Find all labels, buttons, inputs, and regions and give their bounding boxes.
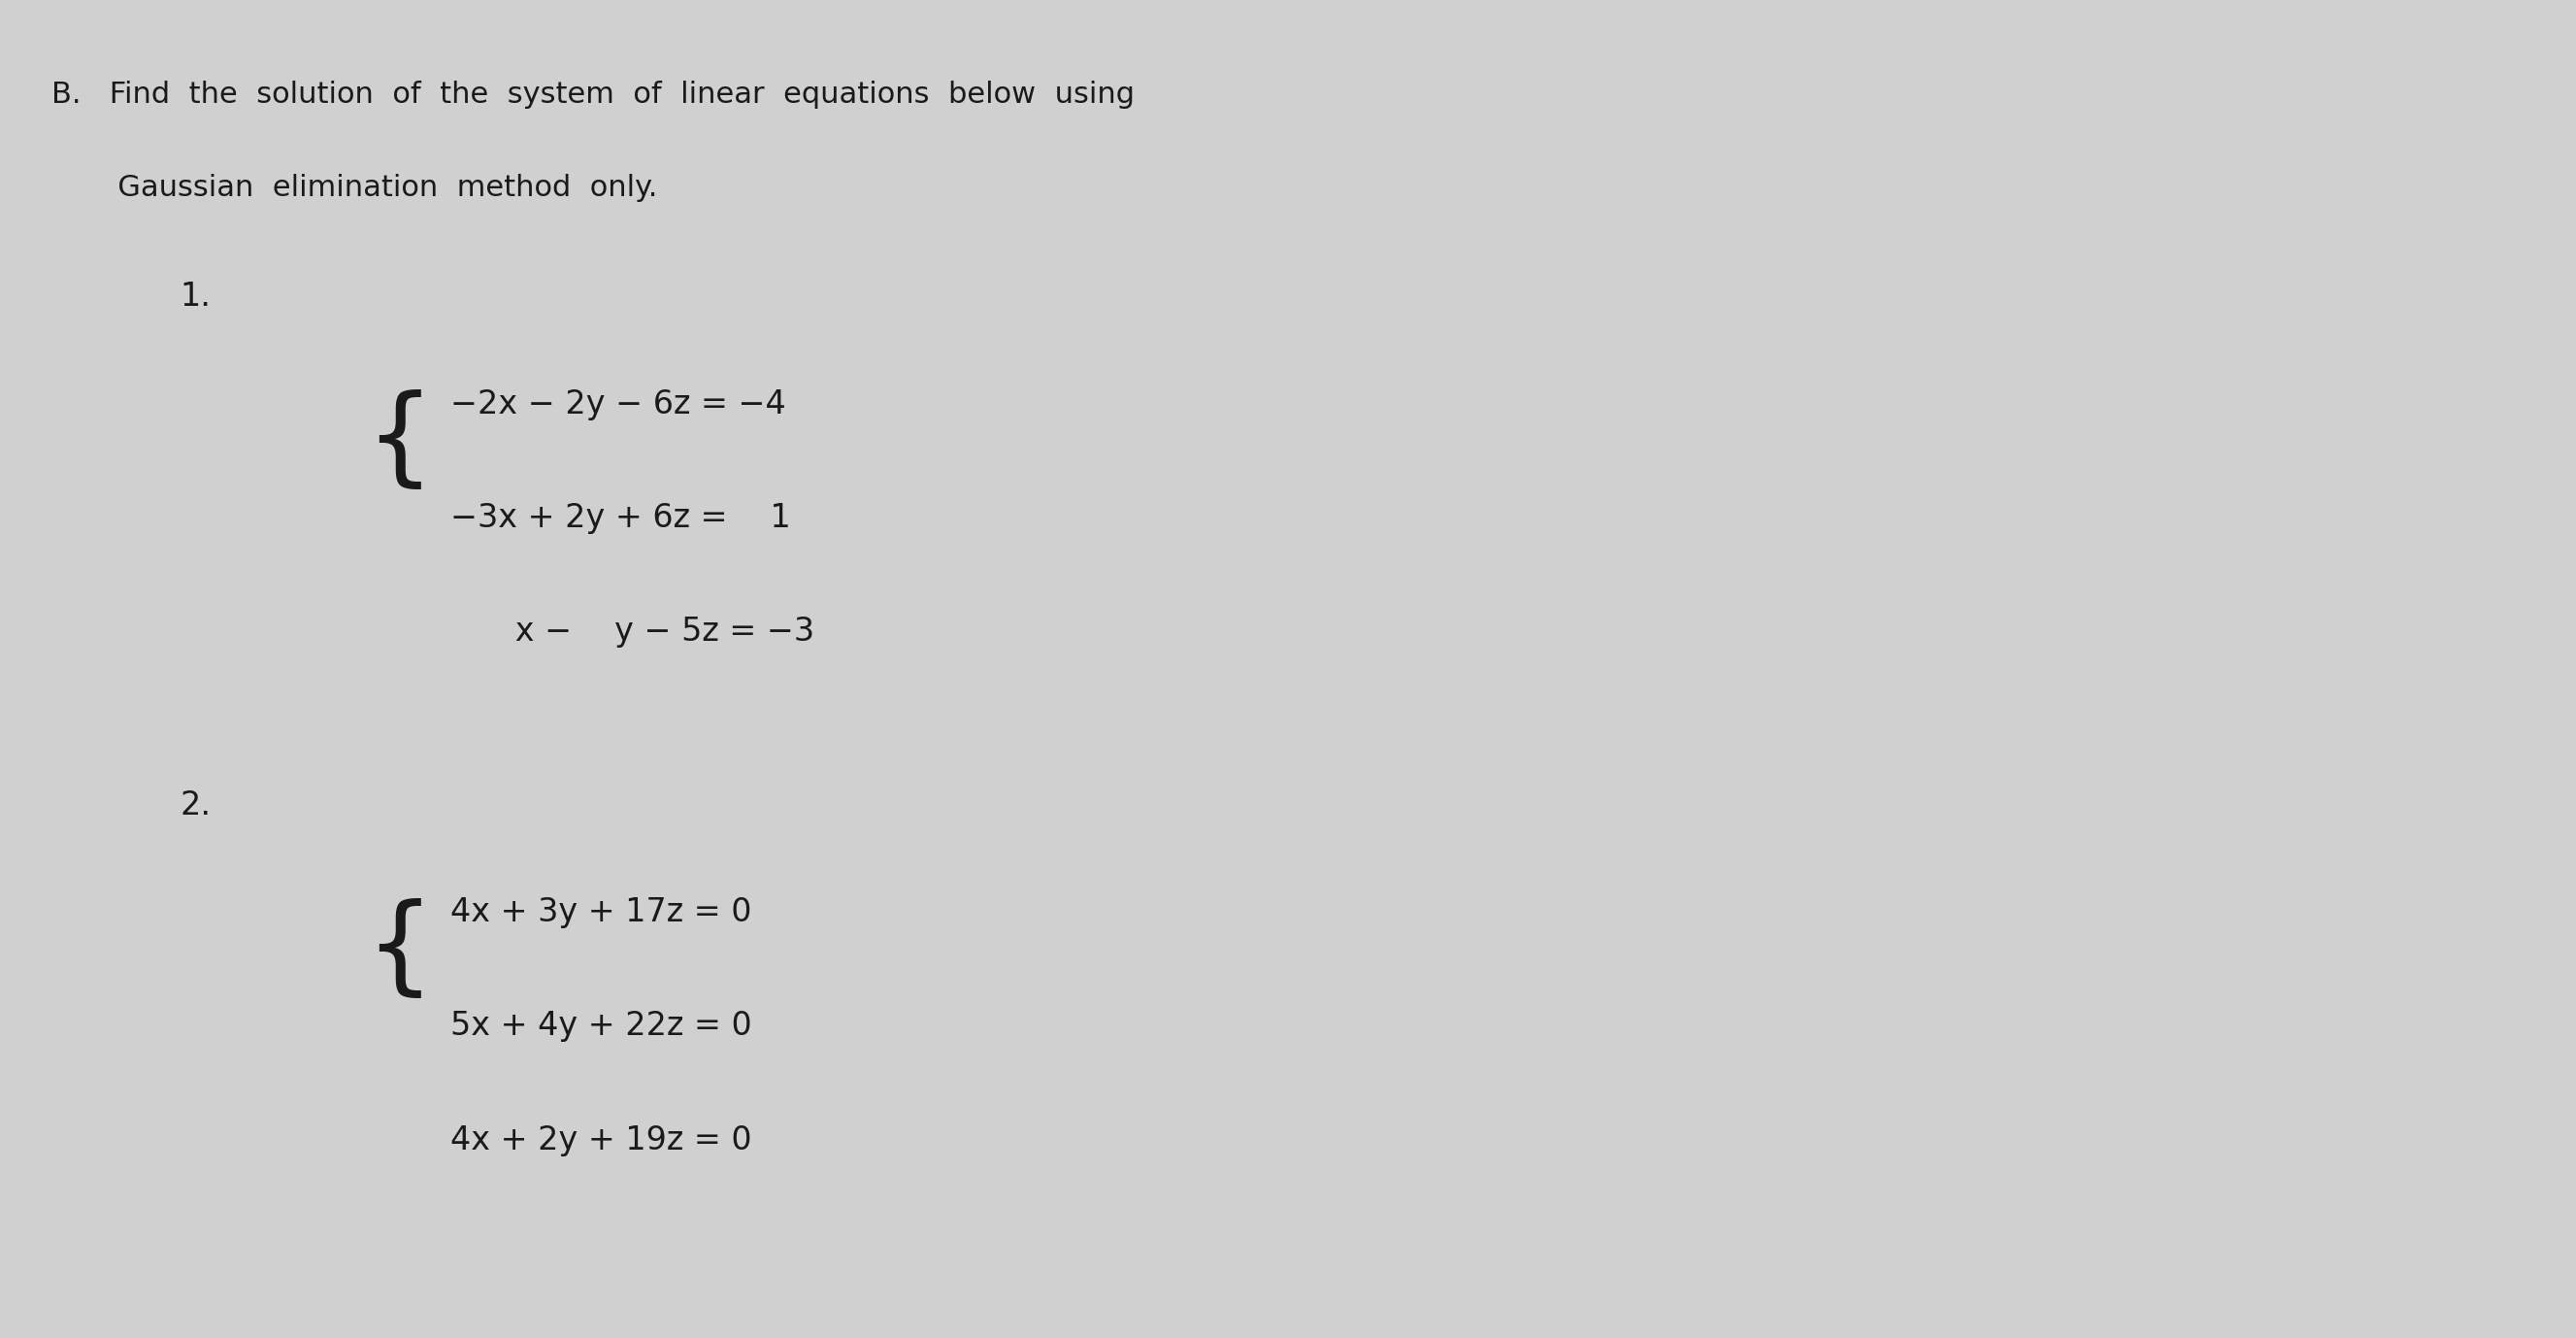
Text: {: { bbox=[366, 898, 433, 1002]
Text: 4x + 3y + 17z = 0: 4x + 3y + 17z = 0 bbox=[451, 896, 752, 929]
Text: {: { bbox=[366, 389, 433, 494]
Text: x −  y − 5z = −3: x − y − 5z = −3 bbox=[451, 615, 814, 648]
Text: 4x + 2y + 19z = 0: 4x + 2y + 19z = 0 bbox=[451, 1124, 752, 1156]
Text: −3x + 2y + 6z =  1: −3x + 2y + 6z = 1 bbox=[451, 502, 791, 534]
Text: −2x − 2y − 6z = −4: −2x − 2y − 6z = −4 bbox=[451, 388, 786, 420]
Text: 2.: 2. bbox=[180, 789, 211, 822]
Text: 1.: 1. bbox=[180, 281, 211, 313]
Text: Gaussian  elimination  method  only.: Gaussian elimination method only. bbox=[52, 174, 657, 202]
Text: B.   Find  the  solution  of  the  system  of  linear  equations  below  using: B. Find the solution of the system of li… bbox=[52, 80, 1133, 108]
Text: 5x + 4y + 22z = 0: 5x + 4y + 22z = 0 bbox=[451, 1010, 752, 1042]
